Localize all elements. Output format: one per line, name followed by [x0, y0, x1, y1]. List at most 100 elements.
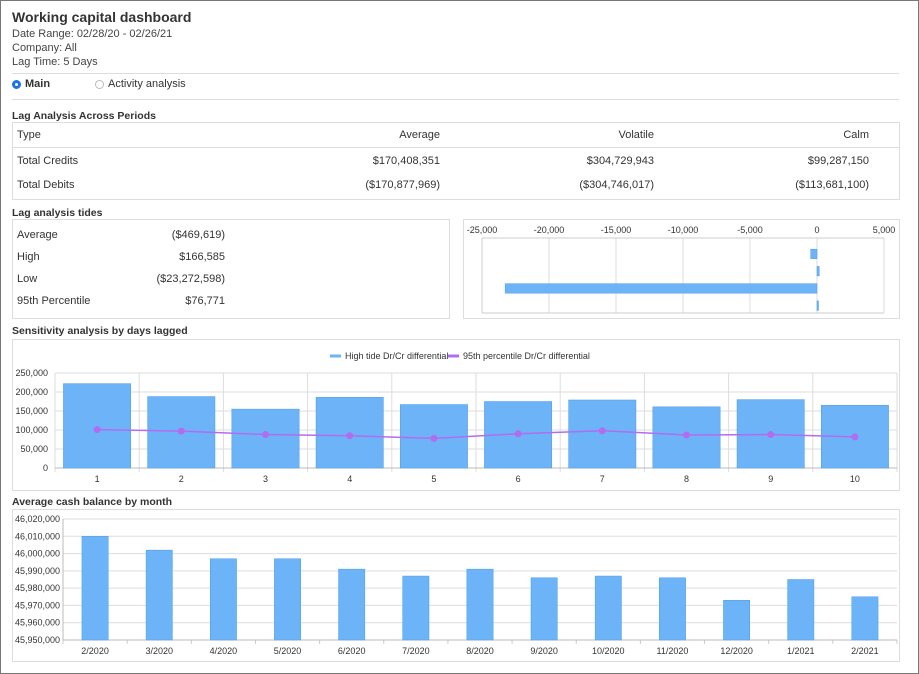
x-tick-label: 2: [179, 474, 184, 484]
y-tick-label: 46,000,000: [15, 549, 60, 559]
y-tick-label: 45,980,000: [15, 583, 60, 593]
y-tick-label: 46,020,000: [15, 514, 60, 524]
legend-label: 95th percentile Dr/Cr differential: [463, 351, 590, 361]
tides-bar: [810, 248, 818, 259]
date-range-text: Date Range: 02/28/20 - 02/26/21: [12, 28, 173, 40]
x-tick-label: 11/2020: [657, 646, 689, 656]
cash-balance-bar: [209, 558, 237, 641]
table-cell: $304,729,943: [586, 155, 654, 167]
x-tick-label: 2/2020: [81, 646, 109, 656]
cash-balance-bar: [659, 577, 686, 641]
tides-label: High: [17, 251, 40, 263]
tides-label: Average: [17, 229, 58, 241]
tides-value: ($23,272,598): [156, 273, 226, 285]
x-tick-label: 9/2020: [530, 646, 558, 656]
y-tick-label: 45,960,000: [15, 618, 60, 628]
x-tick-label: -15,000: [601, 225, 632, 235]
x-tick-label: 9: [768, 474, 773, 484]
header-divider: [12, 73, 899, 74]
tides-label: Low: [17, 273, 38, 285]
x-tick-label: 10/2020: [592, 646, 625, 656]
x-tick-label: 3: [263, 474, 268, 484]
x-tick-label: 0: [814, 225, 819, 235]
cash-balance-bar: [81, 536, 109, 641]
tides-bar: [504, 283, 818, 294]
percentile-line: [97, 428, 855, 440]
table-cell: Total Credits: [17, 155, 79, 167]
tides-table: Average ($469,619) High $166,585 Low ($2…: [12, 219, 450, 319]
legend-label: High tide Dr/Cr differential: [345, 351, 448, 361]
cash-balance-bar: [274, 558, 301, 641]
y-tick-label: 50,000: [20, 444, 48, 454]
tides-value: ($469,619): [171, 229, 225, 241]
x-tick-label: 1: [95, 474, 100, 484]
x-tick-label: -20,000: [534, 225, 565, 235]
x-tick-label: 4: [347, 474, 352, 484]
page-title: Working capital dashboard: [12, 9, 192, 25]
x-tick-label: -10,000: [668, 225, 699, 235]
percentile-point: [262, 431, 269, 439]
x-tick-label: 6/2020: [338, 646, 366, 656]
table-cell: $99,287,150: [807, 155, 869, 167]
avg-cash-chart-panel: 45,950,000 45,960,000 45,970,000 45,980,000…: [12, 509, 900, 662]
high-tide-bar: [231, 408, 300, 469]
x-tick-label: 4/2020: [210, 646, 238, 656]
tab-activity-label: Activity analysis: [108, 78, 186, 90]
cash-balance-bar: [530, 577, 558, 641]
percentile-point: [851, 433, 859, 441]
y-tick-label: 45,990,000: [15, 566, 60, 576]
y-tick-label: 45,970,000: [15, 600, 60, 610]
column-header: Type: [17, 129, 41, 141]
tides-bar: [816, 300, 819, 311]
percentile-point: [683, 431, 690, 439]
lag-periods-title: Lag Analysis Across Periods: [12, 110, 156, 122]
x-tick-label: 2/2021: [851, 646, 879, 656]
tides-value: $166,585: [179, 251, 225, 263]
cash-balance-bar: [787, 579, 815, 641]
column-header: Average: [399, 129, 440, 141]
tab-activity-analysis[interactable]: Activity analysis: [95, 78, 186, 90]
x-tick-label: 12/2020: [720, 646, 753, 656]
percentile-point: [767, 431, 775, 439]
company-text: Company: All: [12, 42, 77, 54]
table-header: [13, 123, 899, 148]
table-cell: ($113,681,100): [795, 179, 869, 191]
x-tick-label: -25,000: [467, 225, 498, 235]
tides-title: Lag analysis tides: [12, 207, 103, 219]
tides-bar-chart: -25,000 -20,000 -15,000 -10,000 -5,000 0 5,000: [467, 225, 896, 314]
tab-main-label: Main: [25, 78, 51, 90]
cash-balance-bar: [402, 575, 430, 641]
cash-balance-bar: [723, 599, 751, 641]
percentile-point: [177, 427, 185, 435]
percentile-point: [346, 432, 354, 440]
y-tick-label: 100,000: [15, 425, 48, 435]
sensitivity-combo-chart: High tide Dr/Cr differential 95th percent…: [15, 351, 898, 484]
x-tick-label: 3/2020: [145, 646, 173, 656]
tabs-divider: [12, 99, 899, 100]
tides-label: 95th Percentile: [17, 295, 91, 307]
percentile-point: [598, 427, 606, 435]
tides-value: $76,771: [185, 295, 225, 307]
high-tide-bar: [63, 383, 132, 469]
tab-main[interactable]: Main: [12, 78, 50, 90]
y-tick-label: 0: [43, 463, 48, 473]
cash-balance-bar: [851, 596, 879, 641]
percentile-point: [514, 430, 522, 438]
x-tick-label: 5: [431, 474, 436, 484]
table-cell: ($304,746,017): [579, 179, 654, 191]
cash-balance-bar: [466, 568, 494, 641]
column-header: Volatile: [618, 129, 654, 141]
cash-balance-bar: [338, 568, 366, 641]
tides-chart-panel: -25,000 -20,000 -15,000 -10,000 -5,000 0 5,000: [463, 219, 900, 319]
x-tick-label: 5/2020: [274, 646, 302, 656]
table-cell: Total Debits: [17, 179, 75, 191]
x-tick-label: 5,000: [873, 225, 896, 235]
sensitivity-title: Sensitivity analysis by days lagged: [12, 325, 188, 337]
percentile-point: [430, 434, 438, 442]
x-tick-label: 1/2021: [787, 646, 815, 656]
lag-periods-table: Type Average Volatile Calm Total Credits…: [12, 122, 900, 200]
radio-selected-icon: [12, 79, 21, 89]
table-cell: ($170,877,969): [365, 179, 440, 191]
x-tick-label: 7/2020: [402, 646, 430, 656]
x-tick-label: 10: [850, 474, 860, 484]
